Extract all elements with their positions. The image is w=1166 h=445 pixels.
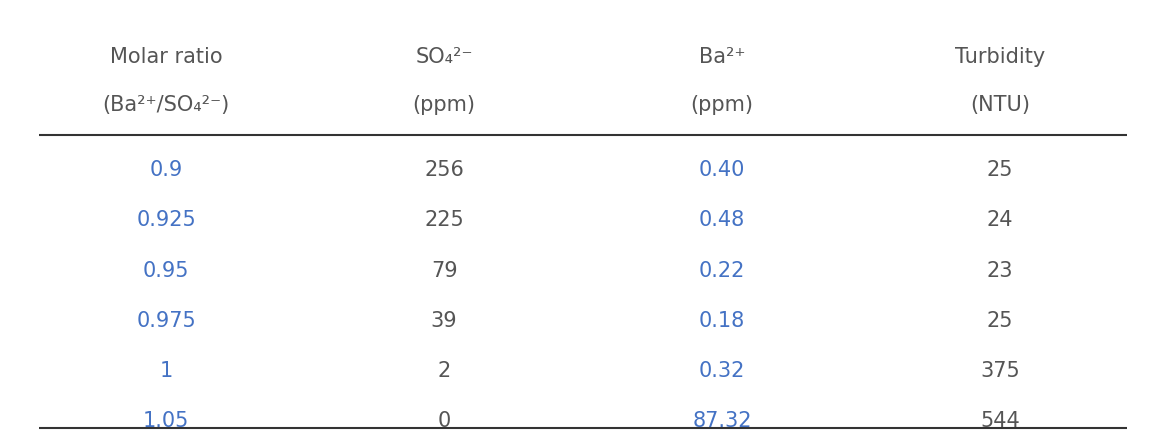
Text: 0.9: 0.9 xyxy=(149,160,183,180)
Text: 25: 25 xyxy=(986,311,1013,331)
Text: Ba²⁺: Ba²⁺ xyxy=(698,47,745,67)
Text: 0.22: 0.22 xyxy=(698,260,745,280)
Text: 2: 2 xyxy=(437,361,451,381)
Text: (NTU): (NTU) xyxy=(970,95,1030,115)
Text: 1: 1 xyxy=(160,361,173,381)
Text: Molar ratio: Molar ratio xyxy=(110,47,223,67)
Text: (ppm): (ppm) xyxy=(690,95,753,115)
Text: 544: 544 xyxy=(979,411,1019,431)
Text: 0.48: 0.48 xyxy=(698,210,745,231)
Text: 0.32: 0.32 xyxy=(698,361,745,381)
Text: Turbidity: Turbidity xyxy=(955,47,1045,67)
Text: 0.18: 0.18 xyxy=(698,311,745,331)
Text: 256: 256 xyxy=(424,160,464,180)
Text: 23: 23 xyxy=(986,260,1013,280)
Text: (ppm): (ppm) xyxy=(413,95,476,115)
Text: 0: 0 xyxy=(437,411,451,431)
Text: SO₄²⁻: SO₄²⁻ xyxy=(415,47,473,67)
Text: 87.32: 87.32 xyxy=(693,411,752,431)
Text: 375: 375 xyxy=(979,361,1019,381)
Text: 0.40: 0.40 xyxy=(698,160,745,180)
Text: 0.925: 0.925 xyxy=(136,210,196,231)
Text: 1.05: 1.05 xyxy=(143,411,189,431)
Text: 39: 39 xyxy=(430,311,457,331)
Text: 0.95: 0.95 xyxy=(143,260,190,280)
Text: 79: 79 xyxy=(430,260,457,280)
Text: (Ba²⁺/SO₄²⁻): (Ba²⁺/SO₄²⁻) xyxy=(103,95,230,115)
Text: 24: 24 xyxy=(986,210,1013,231)
Text: 0.975: 0.975 xyxy=(136,311,196,331)
Text: 225: 225 xyxy=(424,210,464,231)
Text: 25: 25 xyxy=(986,160,1013,180)
